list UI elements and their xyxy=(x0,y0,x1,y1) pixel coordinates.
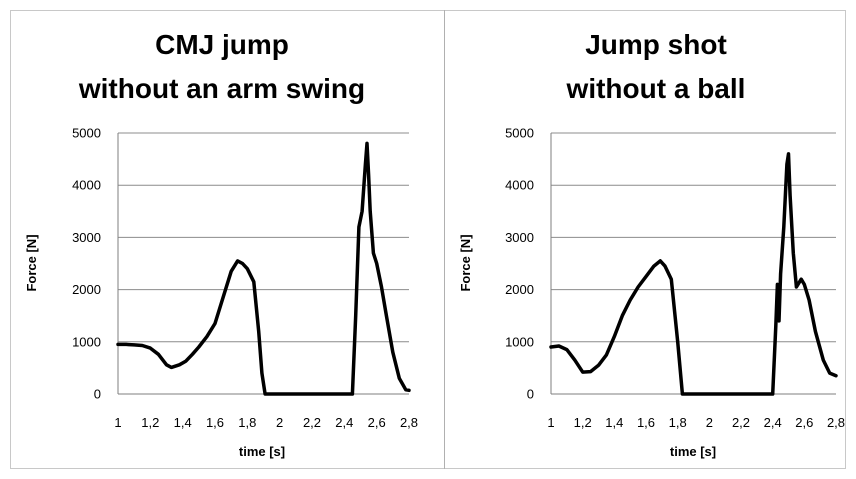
chart-panel-jump-shot: Jump shot without a ball 0 1000 2000 3000 40… xyxy=(458,29,845,459)
y-tick-label: 3000 xyxy=(72,230,101,245)
x-tick-label: 2 xyxy=(276,415,283,430)
x-tick-label: 1,6 xyxy=(637,415,655,430)
x-tick-label: 2,6 xyxy=(795,415,813,430)
x-tick-label: 2,8 xyxy=(827,415,845,430)
x-tick-labels: 1 1,2 1,4 1,6 1,8 2 2,2 2,4 2,6 2,8 xyxy=(547,415,845,430)
x-tick-label: 1,4 xyxy=(174,415,192,430)
chart-title-line-2: without an arm swing xyxy=(78,73,365,104)
y-axis-label: Force [N] xyxy=(24,234,39,291)
y-tick-labels: 0 1000 2000 3000 4000 5000 xyxy=(72,126,101,402)
chart-title-line-1: CMJ jump xyxy=(155,29,289,60)
x-axis-label: time [s] xyxy=(239,444,285,459)
x-tick-labels: 1 1,2 1,4 1,6 1,8 2 2,2 2,4 2,6 2,8 xyxy=(114,415,418,430)
y-gridlines xyxy=(117,132,409,395)
x-tick-label: 1,4 xyxy=(605,415,623,430)
y-tick-label: 4000 xyxy=(72,178,101,193)
y-tick-label: 0 xyxy=(527,387,534,402)
y-tick-label: 5000 xyxy=(72,126,101,141)
x-tick-label: 2,2 xyxy=(303,415,321,430)
x-tick-label: 1,2 xyxy=(574,415,592,430)
x-tick-label: 2,4 xyxy=(335,415,353,430)
y-tick-label: 0 xyxy=(94,387,101,402)
series-group xyxy=(116,141,411,396)
y-tick-label: 1000 xyxy=(72,334,101,349)
x-tick-label: 1,8 xyxy=(669,415,687,430)
chart-panel-cmj: CMJ jump without an arm swing 0 1000 2000 3… xyxy=(24,29,418,459)
y-tick-label: 1000 xyxy=(505,334,534,349)
y-tick-label: 2000 xyxy=(72,282,101,297)
y-tick-label: 4000 xyxy=(505,178,534,193)
x-tick-label: 1,6 xyxy=(206,415,224,430)
y-tick-label: 3000 xyxy=(505,230,534,245)
y-tick-label: 5000 xyxy=(505,126,534,141)
series-group xyxy=(549,152,838,396)
figure-frame xyxy=(10,10,846,469)
x-tick-label: 2,4 xyxy=(764,415,782,430)
x-tick-label: 2,2 xyxy=(732,415,750,430)
x-tick-label: 1,2 xyxy=(141,415,159,430)
force-series-line xyxy=(116,141,411,396)
x-tick-label: 1 xyxy=(114,415,121,430)
x-tick-label: 2 xyxy=(706,415,713,430)
x-tick-label: 1,8 xyxy=(238,415,256,430)
chart-title-line-1: Jump shot xyxy=(585,29,727,60)
x-tick-label: 2,8 xyxy=(400,415,418,430)
y-axis-label: Force [N] xyxy=(458,234,473,291)
y-tick-labels: 0 1000 2000 3000 4000 5000 xyxy=(505,126,534,402)
y-tick-label: 2000 xyxy=(505,282,534,297)
x-axis-label: time [s] xyxy=(670,444,716,459)
x-tick-label: 2,6 xyxy=(368,415,386,430)
force-series-line xyxy=(549,152,838,396)
chart-title-line-2: without a ball xyxy=(566,73,746,104)
x-tick-label: 1 xyxy=(547,415,554,430)
